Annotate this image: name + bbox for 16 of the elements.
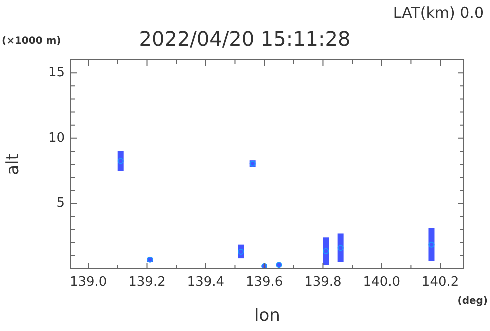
y-tick-label: 10: [48, 130, 65, 146]
y-tick-label: 5: [56, 196, 65, 212]
text: (×1000 m): [2, 36, 62, 47]
y-tick-label: 15: [48, 65, 65, 80]
x-tick-label: 139.2: [128, 275, 166, 290]
x-tick-label: 139.4: [187, 275, 225, 290]
x-tick-label: 140.2: [422, 275, 460, 290]
x-tick-label: 140.0: [363, 275, 400, 290]
x-tick-label: 139.8: [304, 275, 342, 290]
x-tick-label: 139.0: [70, 275, 108, 290]
text: LAT(km) 0.0: [393, 4, 484, 22]
chart-title: 2022/04/20 15:11:28: [139, 27, 351, 51]
y-axis-title: alt: [4, 153, 24, 176]
x-axis-title: lon: [254, 306, 280, 326]
x-tick-label: 139.6: [246, 275, 284, 290]
text: (deg): [458, 296, 488, 307]
